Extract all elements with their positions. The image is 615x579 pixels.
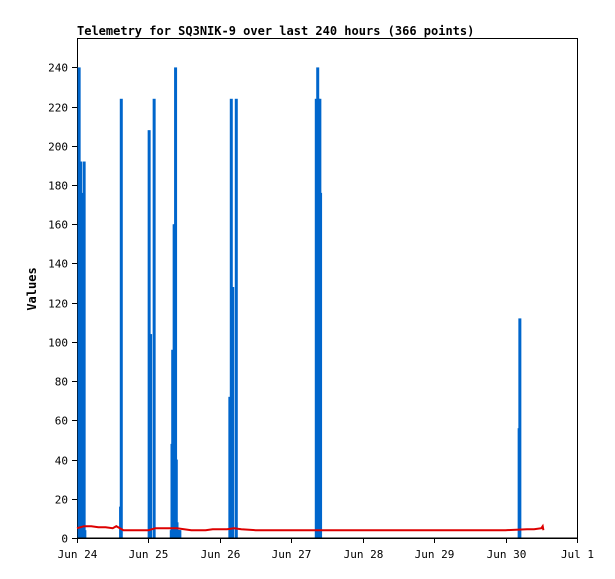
y-axis-ticks: 0 20 40 60 80 100 120 140 160 180 200 220 240 — [48, 62, 77, 546]
x-tick-label: Jun 24 — [58, 548, 98, 561]
x-tick-label: Jun 29 — [415, 548, 455, 561]
chart-title: Telemetry for SQ3NIK-9 over last 240 hou… — [77, 24, 474, 38]
bar — [518, 318, 522, 538]
bar — [119, 98, 123, 539]
y-tick-label: 240 — [48, 62, 68, 75]
bar — [82, 161, 86, 538]
plot-area-frame — [77, 38, 578, 539]
x-axis-ticks: Jun 24 Jun 25 Jun 26 Jun 27 Jun 28 Jun 29 Jun … — [58, 538, 594, 561]
y-tick-label: 140 — [48, 258, 68, 271]
y-tick-label: 80 — [55, 376, 68, 389]
y-tick-label: 120 — [48, 298, 68, 311]
y-tick-label: 0 — [61, 533, 68, 546]
y-tick-label: 220 — [48, 102, 68, 115]
y-tick-label: 20 — [55, 494, 68, 507]
x-tick-label: Jun 27 — [272, 548, 312, 561]
bar — [174, 67, 178, 538]
bar — [319, 192, 323, 538]
x-tick-label: Jul 1 — [561, 548, 594, 561]
bar — [231, 287, 235, 538]
x-tick-label: Jun 26 — [201, 548, 241, 561]
x-tick-label: Jun 28 — [344, 548, 384, 561]
line-series — [76, 523, 545, 532]
bar — [79, 161, 83, 538]
x-tick-label: Jun 25 — [129, 548, 169, 561]
y-tick-label: 160 — [48, 219, 68, 232]
y-tick-label: 100 — [48, 337, 68, 350]
bar-series — [77, 67, 522, 539]
x-tick-label: Jun 30 — [487, 548, 527, 561]
bar — [152, 98, 156, 539]
y-tick-label: 40 — [55, 455, 68, 468]
bar — [83, 530, 87, 538]
bar — [149, 334, 153, 538]
y-tick-label: 200 — [48, 141, 68, 154]
y-tick-label: 180 — [48, 180, 68, 193]
y-axis-label: Values — [25, 267, 39, 310]
bar — [178, 530, 182, 538]
y-tick-label: 60 — [55, 415, 68, 428]
bar — [234, 98, 238, 539]
bar — [174, 459, 178, 538]
